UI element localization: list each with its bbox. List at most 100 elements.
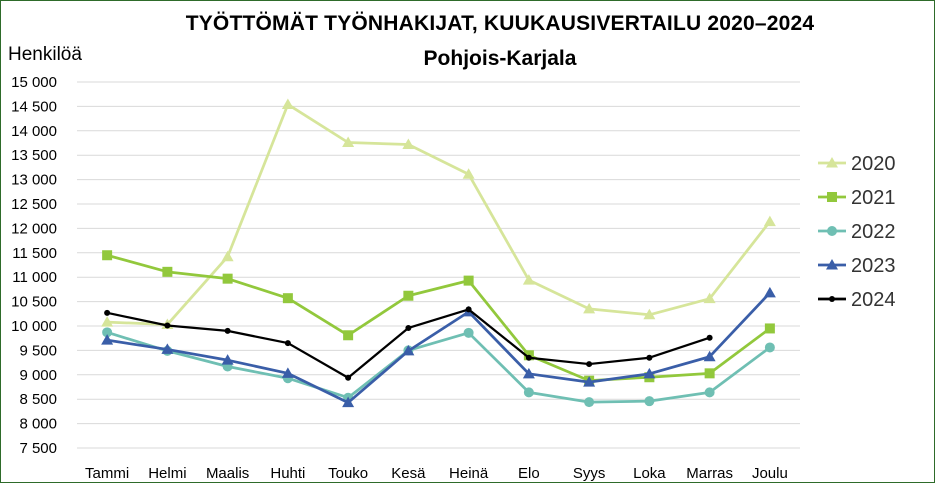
data-point [463, 275, 474, 286]
series-line [106, 291, 771, 404]
data-point [643, 367, 656, 379]
x-tick-label: Helmi [148, 465, 186, 482]
data-point [345, 374, 352, 381]
data-point [342, 136, 355, 148]
series-line [106, 253, 771, 383]
x-tick-label: Touko [328, 465, 368, 482]
data-point [522, 367, 535, 379]
y-tick-label: 12 000 [11, 220, 57, 237]
data-point [829, 296, 835, 302]
y-tick-label: 12 500 [11, 196, 57, 213]
data-point [402, 138, 415, 149]
data-point [162, 266, 173, 277]
y-tick-label: 15 000 [11, 74, 57, 91]
data-point [161, 343, 174, 354]
legend-item-2023: 2023 [818, 255, 896, 277]
legend-label: 2020 [851, 153, 896, 175]
x-tick-label: Elo [518, 465, 540, 482]
data-point [221, 354, 234, 365]
data-point [284, 340, 291, 347]
legend-item-2024: 2024 [818, 289, 896, 311]
data-point [343, 330, 354, 341]
y-tick-label: 9 500 [19, 342, 57, 359]
legend-item-2022: 2022 [818, 221, 896, 243]
legend-label: 2022 [851, 221, 896, 243]
y-tick-label: 14 500 [11, 98, 57, 115]
y-tick-label: 13 500 [11, 147, 57, 164]
y-axis-label: Henkilöä [8, 44, 82, 65]
series-2020 [101, 98, 776, 330]
data-point [281, 367, 294, 378]
data-point [523, 387, 534, 398]
data-point [583, 376, 596, 387]
legend-label: 2023 [851, 255, 896, 277]
chart-title: TYÖTTÖMÄT TYÖNHAKIJAT, KUUKAUSIVERTAILU … [185, 12, 815, 35]
x-tick-label: Syys [573, 465, 606, 482]
data-point [706, 334, 713, 341]
x-tick-label: Loka [633, 465, 666, 482]
data-point [102, 250, 113, 261]
y-tick-label: 9 000 [19, 367, 57, 384]
data-point [525, 354, 532, 361]
x-tick-label: Maalis [206, 465, 249, 482]
legend-label: 2021 [851, 187, 896, 209]
data-point [764, 342, 775, 353]
y-tick-label: 8 000 [19, 416, 57, 433]
series-line [107, 103, 771, 326]
data-point [164, 322, 171, 329]
data-point [102, 327, 113, 338]
y-tick-label: 14 000 [11, 123, 57, 140]
series-line [106, 308, 710, 379]
legend-item-2020: 2020 [818, 153, 896, 175]
chart-subtitle: Pohjois-Karjala [423, 47, 577, 70]
series-line [106, 331, 771, 404]
x-tick-label: Kesä [391, 465, 426, 482]
data-point [221, 250, 234, 262]
data-point [101, 316, 114, 327]
x-tick-label: Joulu [752, 465, 788, 482]
series-2021 [102, 250, 775, 386]
x-tick-label: Heinä [449, 465, 489, 482]
data-point [704, 387, 715, 398]
data-point [703, 350, 716, 362]
x-tick-label: Marras [686, 465, 733, 482]
series-2023 [101, 286, 776, 408]
data-point [827, 192, 837, 202]
y-tick-label: 13 000 [11, 172, 57, 189]
series-2024 [104, 306, 713, 381]
data-point [342, 396, 355, 408]
data-point [402, 344, 415, 356]
data-point [703, 292, 716, 304]
data-point [281, 98, 294, 109]
data-point [643, 308, 656, 320]
data-point [646, 354, 653, 361]
y-tick-label: 11 500 [12, 245, 57, 262]
y-tick-label: 11 000 [12, 269, 57, 286]
y-tick-label: 10 000 [11, 318, 57, 335]
data-point [704, 368, 715, 379]
data-point [826, 157, 838, 168]
data-point [222, 273, 233, 284]
data-point [764, 323, 775, 334]
data-point [826, 259, 838, 270]
data-point [583, 302, 596, 314]
data-point [763, 286, 776, 298]
data-point [586, 361, 593, 368]
data-point [522, 274, 535, 285]
data-point [465, 306, 472, 313]
data-point [763, 215, 776, 227]
y-tick-label: 10 500 [11, 294, 57, 311]
data-point [405, 324, 412, 331]
data-point [584, 397, 595, 408]
x-tick-label: Tammi [85, 465, 129, 482]
data-point [101, 334, 114, 345]
legend-label: 2024 [851, 289, 896, 311]
data-point [644, 396, 655, 407]
data-point [462, 168, 475, 179]
data-point [463, 327, 474, 338]
data-point [403, 290, 414, 301]
x-tick-label: Huhti [270, 465, 305, 482]
data-point [224, 327, 231, 334]
data-point [104, 309, 111, 316]
